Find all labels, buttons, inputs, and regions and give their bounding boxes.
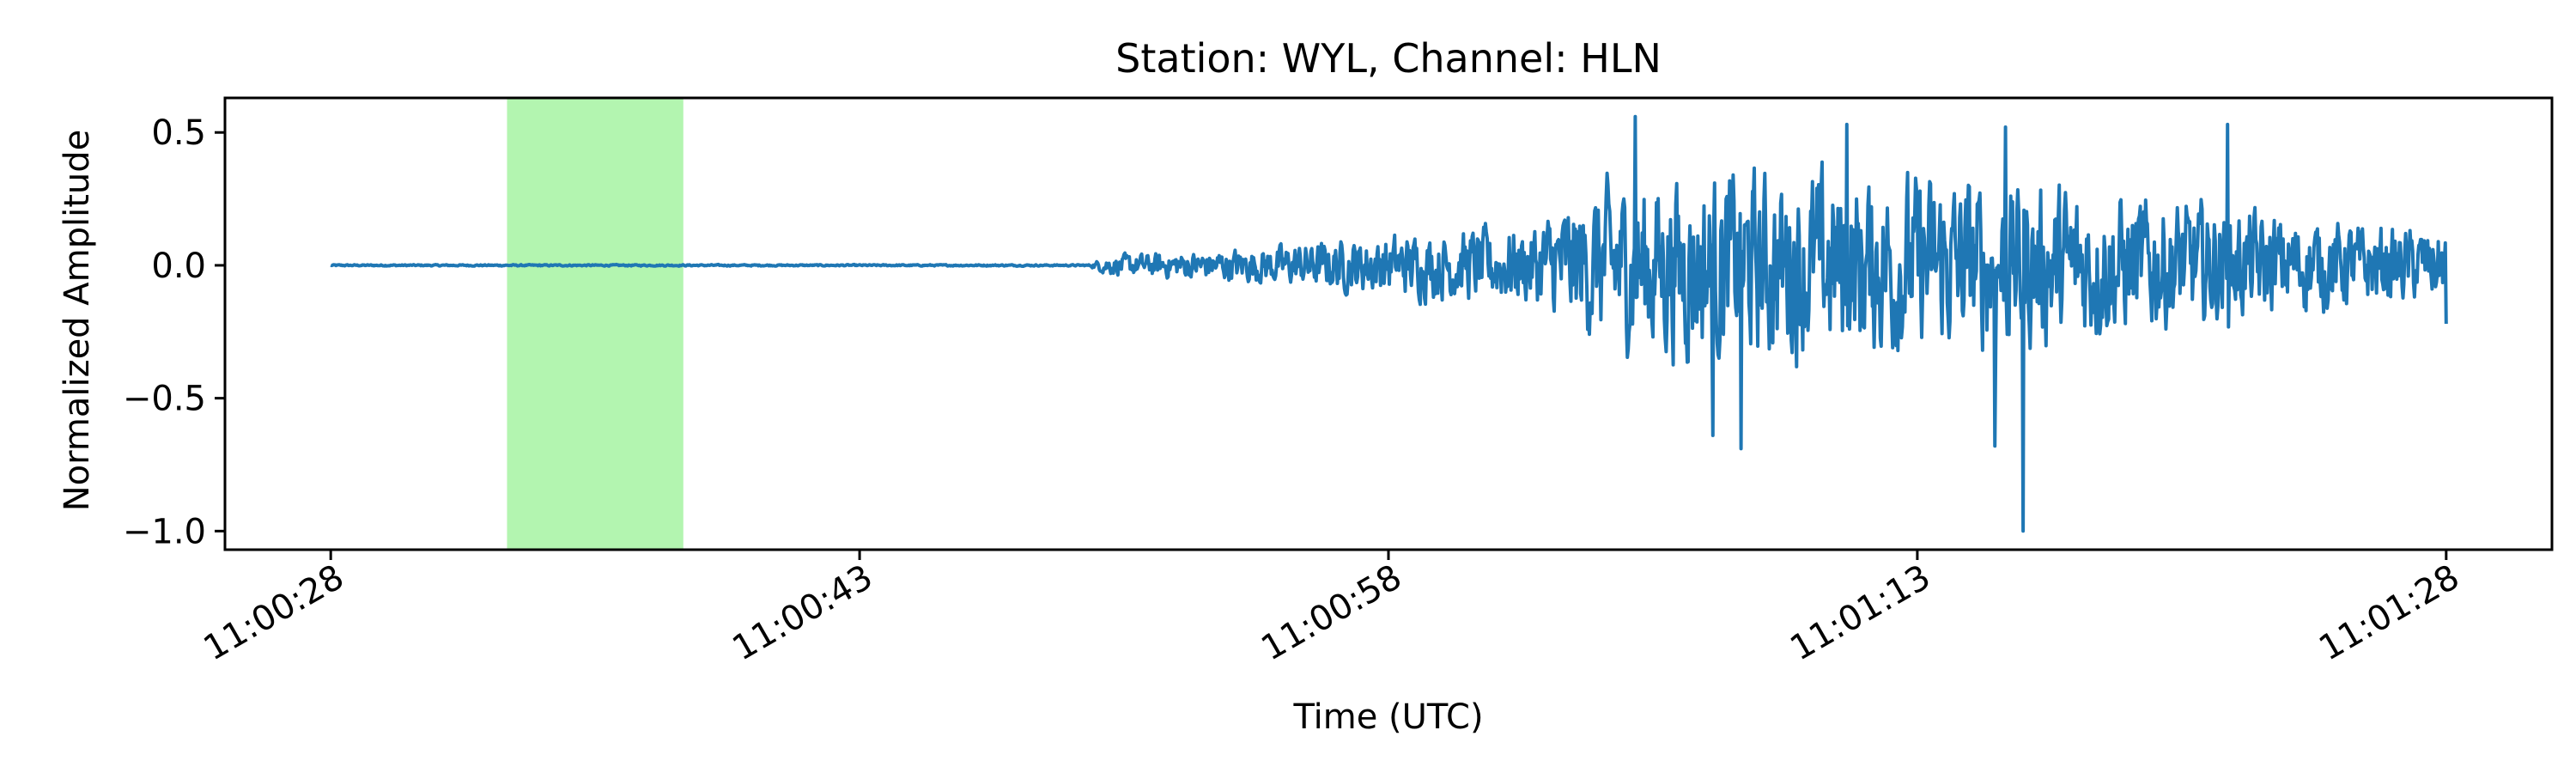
highlight-window — [507, 98, 683, 550]
x-axis-label: Time (UTC) — [1292, 697, 1483, 737]
y-axis-label: Normalized Amplitude — [58, 130, 97, 512]
plot-area — [330, 98, 2448, 550]
y-tick-label: −1.0 — [123, 512, 206, 551]
y-tick-label: 0.0 — [151, 247, 206, 286]
y-tick-label: 0.5 — [151, 113, 206, 153]
chart-title: Station: WYL, Channel: HLN — [1115, 35, 1662, 82]
y-tick-label: −0.5 — [123, 380, 206, 419]
waveform-line — [330, 114, 2448, 533]
